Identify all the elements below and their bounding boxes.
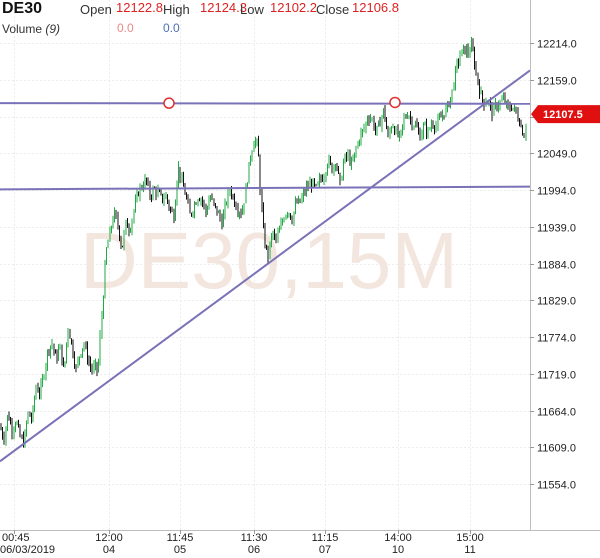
y-tick-label: 11719.0 <box>537 370 576 382</box>
high-value: 12124.3 <box>200 0 247 15</box>
x-tick-date: 06/03/2019 <box>0 544 55 556</box>
candlestick-series <box>0 36 527 448</box>
y-tick-label: 11829.0 <box>537 296 576 308</box>
chart-watermark: DE30,15M <box>80 216 458 305</box>
line-marker-handle[interactable] <box>389 96 401 109</box>
y-tick-label: 12159.0 <box>537 76 577 88</box>
x-tick-time: 14:00 <box>384 532 412 544</box>
volume-name: Volume <box>2 22 43 36</box>
y-tick-label: 11994.0 <box>537 186 576 198</box>
x-tick-date: 05 <box>174 544 186 556</box>
trend-line[interactable] <box>0 69 531 463</box>
close-label: Close <box>316 2 350 17</box>
y-tick-label: 11774.0 <box>537 333 576 345</box>
y-tick-label: 11939.0 <box>537 223 576 235</box>
support-line[interactable] <box>0 185 531 191</box>
line-marker-handle[interactable] <box>163 97 175 109</box>
y-tick-label: 11554.0 <box>537 480 576 492</box>
x-tick-time: 00:45 <box>2 532 30 544</box>
close-value: 12106.8 <box>352 0 399 15</box>
open-label: Open <box>80 2 112 17</box>
x-tick-date: 06 <box>248 544 260 556</box>
y-tick-label: 11884.0 <box>537 260 576 272</box>
open-value: 12122.8 <box>116 0 163 15</box>
low-label: Low <box>240 2 264 17</box>
x-tick-date: 07 <box>319 544 331 556</box>
volume-param: (9) <box>45 22 61 36</box>
y-tick-label: 11664.0 <box>537 407 576 419</box>
ohlc-header: DE30 Open 12122.8 High 12124.3 Low 12102… <box>0 0 530 40</box>
x-tick-date: 10 <box>392 544 404 556</box>
last-price-text: 12107.5 <box>543 109 583 121</box>
low-value: 12102.2 <box>270 0 317 15</box>
y-tick-label: 12049.0 <box>537 149 577 161</box>
volume-value-1: 0.0 <box>117 21 134 35</box>
x-tick-date: 04 <box>103 544 115 556</box>
volume-value-2: 0.0 <box>163 21 180 35</box>
last-price-label: 12107.5 <box>531 105 600 124</box>
high-label: High <box>163 2 190 17</box>
chart-grid <box>0 0 530 530</box>
line-markers[interactable] <box>163 96 401 109</box>
x-tick-date: 11 <box>464 544 475 556</box>
drawn-lines[interactable] <box>0 69 531 463</box>
symbol-name: DE30 <box>2 0 43 17</box>
x-tick-time: 12:00 <box>95 532 123 544</box>
x-tick-time: 11:45 <box>167 532 194 544</box>
x-tick-time: 11:15 <box>312 532 339 544</box>
volume-label: Volume (9) <box>2 22 60 36</box>
x-tick-time: 15:00 <box>456 532 484 544</box>
y-tick-label: 11609.0 <box>537 443 576 455</box>
x-tick-time: 11:30 <box>241 532 268 544</box>
last-price-badge <box>531 105 600 124</box>
resistance-line[interactable] <box>0 102 531 105</box>
y-tick-label: 12214.0 <box>537 39 577 51</box>
